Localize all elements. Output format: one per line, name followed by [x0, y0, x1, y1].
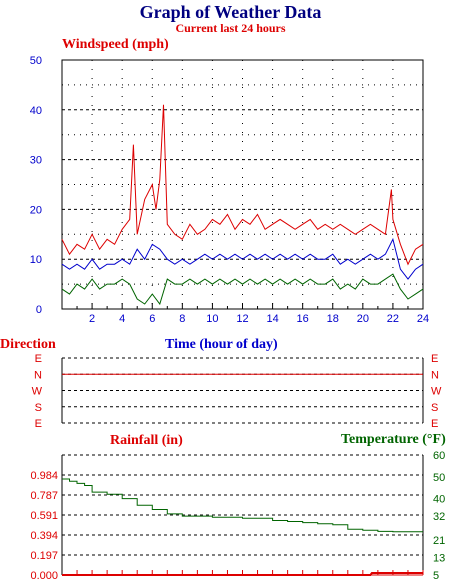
- rainfall-y-tick-label: 0.394: [30, 530, 58, 542]
- direction-title: Direction: [0, 337, 56, 352]
- temperature-y-tick-label: 50: [433, 472, 445, 484]
- windspeed-y-tick-label: 10: [30, 254, 42, 266]
- windspeed-x-tick-label: 16: [297, 313, 309, 325]
- direction-right-label: E: [431, 418, 438, 430]
- direction-right-label: W: [431, 386, 442, 398]
- direction-right-label: S: [431, 402, 438, 414]
- windspeed-x-tick-label: 22: [387, 313, 399, 325]
- page-title: Graph of Weather Data: [139, 2, 322, 22]
- direction-left-label: E: [35, 353, 42, 365]
- direction-left-label: W: [32, 386, 43, 398]
- rainfall-y-tick-label: 0.197: [30, 550, 58, 562]
- windspeed-x-tick-label: 2: [89, 313, 95, 325]
- windspeed-series-line-1: [61, 104, 424, 266]
- windspeed-x-tick-label: 8: [179, 313, 185, 325]
- direction-right-label: E: [431, 353, 438, 365]
- windspeed-x-tick-label: 14: [266, 313, 278, 325]
- direction-left-label: S: [35, 402, 42, 414]
- temperature-title: Temperature (°F): [341, 432, 446, 447]
- windspeed-x-label: Time (hour of day): [165, 337, 278, 352]
- direction-right-label: N: [431, 369, 439, 381]
- temperature-y-tick-label: 21: [433, 535, 445, 547]
- temperature-series-line: [62, 478, 423, 533]
- windspeed-x-tick-label: 24: [417, 313, 429, 325]
- temperature-y-tick-label: 13: [433, 553, 445, 565]
- windspeed-x-tick-label: 10: [206, 313, 218, 325]
- temperature-y-tick-label: 5: [433, 570, 439, 582]
- temperature-y-tick-label: 40: [433, 494, 445, 506]
- temperature-y-tick-label: 32: [433, 511, 445, 523]
- rainfall-y-tick-label: 0.000: [30, 570, 58, 582]
- page-subtitle: Current last 24 hours: [175, 21, 286, 35]
- windspeed-series-line-3: [61, 273, 424, 306]
- windspeed-x-tick-label: 4: [119, 313, 125, 325]
- windspeed-x-tick-label: 6: [149, 313, 155, 325]
- rainfall-y-tick-label: 0.984: [30, 470, 58, 482]
- windspeed-y-tick-label: 0: [36, 304, 42, 316]
- windspeed-y-tick-label: 30: [30, 155, 42, 167]
- rainfall-y-tick-label: 0.787: [30, 490, 58, 502]
- direction-left-label: E: [35, 418, 42, 430]
- rainfall-y-tick-label: 0.591: [30, 510, 58, 522]
- windspeed-y-tick-label: 50: [30, 55, 42, 67]
- windspeed-y-tick-label: 20: [30, 204, 42, 216]
- temperature-y-tick-label: 60: [433, 450, 445, 462]
- windspeed-x-tick-label: 20: [357, 313, 369, 325]
- windspeed-x-tick-label: 18: [327, 313, 339, 325]
- windspeed-y-tick-label: 40: [30, 105, 42, 117]
- rainfall-title: Rainfall (in): [110, 433, 183, 448]
- windspeed-title: Windspeed (mph): [62, 37, 169, 52]
- windspeed-x-tick-label: 12: [236, 313, 248, 325]
- direction-left-label: N: [34, 369, 42, 381]
- windspeed-series-line-2: [61, 237, 424, 280]
- rainfall-series-line: [62, 572, 423, 576]
